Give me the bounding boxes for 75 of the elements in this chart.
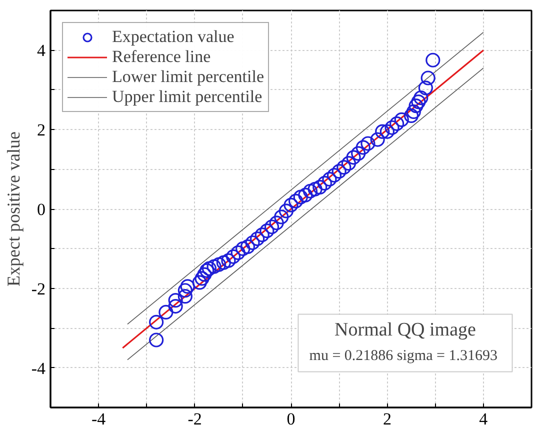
point [406, 104, 421, 120]
point [346, 150, 361, 165]
y-tick-label: -4 [31, 358, 46, 378]
y-axis-title: Expect positive value [3, 132, 24, 286]
point [197, 267, 212, 282]
point [375, 124, 390, 139]
point [230, 245, 246, 260]
point [212, 257, 226, 272]
point [274, 210, 289, 224]
point [418, 80, 433, 96]
point [240, 239, 256, 254]
point [194, 271, 210, 286]
legend-label: Reference line [112, 47, 211, 67]
y-tick-label: 4 [37, 41, 46, 60]
annotation: Normal QQ image [334, 320, 476, 341]
annotation: mu = 0.21886 sigma = 1.31693 [309, 348, 498, 364]
point [384, 120, 400, 135]
point [394, 112, 409, 127]
point [178, 283, 192, 298]
point [260, 224, 274, 238]
point [322, 172, 337, 187]
point [298, 188, 313, 202]
point [380, 124, 394, 139]
point [226, 249, 241, 264]
point [284, 198, 298, 212]
legend-label: Expectation value [112, 27, 234, 47]
point [356, 140, 370, 155]
point [178, 289, 192, 304]
x-tick-label: -4 [92, 410, 106, 427]
y-tick-label: 0 [37, 200, 46, 219]
point [269, 216, 284, 230]
x-tick-label: 2 [382, 410, 392, 427]
point [158, 304, 174, 320]
point [312, 180, 328, 194]
point [426, 52, 440, 68]
point [370, 132, 385, 147]
point [250, 231, 265, 246]
point [336, 160, 352, 175]
legend-label: Lower limit percentile [112, 67, 264, 87]
point [168, 293, 183, 308]
point [206, 259, 222, 274]
point [408, 98, 424, 114]
point [180, 279, 195, 294]
point [414, 90, 428, 106]
y-tick-label: -2 [31, 279, 46, 298]
point [332, 164, 346, 179]
point [326, 168, 342, 183]
point [411, 94, 426, 110]
point [245, 235, 260, 250]
point [236, 241, 250, 256]
point [149, 332, 164, 348]
x-tick-label: 0 [286, 410, 296, 427]
point [216, 255, 231, 270]
point [288, 194, 304, 208]
point [341, 156, 356, 171]
point [149, 314, 164, 330]
point [221, 253, 236, 268]
legend-label: Upper limit percentile [112, 87, 262, 107]
point [420, 70, 436, 86]
x-tick-label: 4 [479, 410, 488, 427]
point [302, 184, 318, 198]
point [390, 116, 404, 131]
y-tick-label: 2 [37, 120, 46, 140]
point [317, 176, 332, 190]
point [293, 190, 308, 204]
point [192, 275, 207, 290]
point [351, 146, 366, 161]
point [168, 298, 183, 314]
point [254, 228, 270, 242]
x-tick-label: -2 [188, 410, 202, 427]
point [404, 108, 419, 123]
point [264, 220, 280, 234]
point [308, 182, 322, 196]
point [278, 204, 294, 218]
point [360, 136, 376, 151]
